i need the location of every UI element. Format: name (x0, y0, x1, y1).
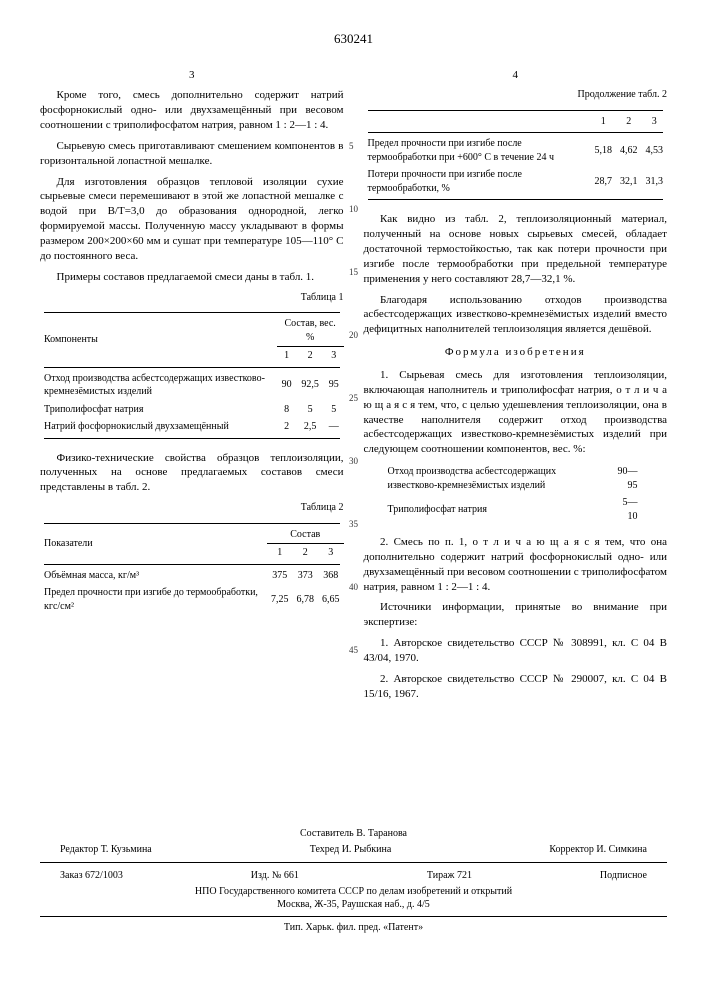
order-no: Заказ 672/1003 (60, 869, 123, 883)
print-run: Тираж 721 (427, 869, 472, 883)
source-item: 1. Авторское свидетельство СССР № 308991… (364, 636, 668, 666)
table-row: Триполифосфат натрия 8 5 5 (40, 401, 344, 419)
colophon: Составитель В. Таранова Редактор Т. Кузь… (40, 827, 667, 934)
paragraph: Сырьевую смесь приготавливают смешением … (40, 139, 344, 169)
table-2-cont: 1 2 3 Предел прочности при изгибе после … (364, 108, 668, 203)
table-row: Предел прочности при изгибе до термообра… (40, 584, 344, 615)
table-caption: Продолжение табл. 2 (364, 88, 668, 102)
table-row: Объёмная масса, кг/м³ 375 373 368 (40, 567, 344, 585)
claim: 1. Сырьевая смесь для изготовления тепло… (364, 368, 668, 457)
right-column: 4 Продолжение табл. 2 1 2 3 Предел прочн… (364, 68, 668, 708)
formula-heading: Формула изобретения (364, 345, 668, 360)
paragraph: Для изготовления образцов тепловой изоля… (40, 175, 344, 264)
claim: 2. Смесь по п. 1, о т л и ч а ю щ а я с … (364, 535, 668, 594)
paragraph: Кроме того, смесь дополнительно содержит… (40, 88, 344, 133)
table-2: Показатели Состав 1 2 3 Объёмная масса, … (40, 521, 344, 616)
source-item: 2. Авторское свидетельство СССР № 290007… (364, 672, 668, 702)
page-number-left: 3 (40, 68, 344, 83)
doc-number: 630241 (40, 30, 667, 48)
table-row: Потери прочности при изгибе после термоо… (364, 166, 668, 197)
sources-heading: Источники информации, принятые во вниман… (364, 600, 668, 630)
organisation: НПО Государственного комитета СССР по де… (40, 885, 667, 899)
table-row: Предел прочности при изгибе после термоо… (364, 135, 668, 166)
table-row: Триполифосфат натрия5—10 (384, 494, 642, 525)
left-column: 3 Кроме того, смесь дополнительно содерж… (40, 68, 344, 708)
table-1: Компоненты Состав, вес. % 1 2 3 Отход пр… (40, 310, 344, 441)
table-caption: Таблица 2 (40, 501, 344, 515)
component-ranges: Отход производства асбестсодержащих изве… (384, 463, 642, 525)
paragraph: Как видно из табл. 2, теплоизоляционный … (364, 212, 668, 286)
address: Москва, Ж-35, Раушская наб., д. 4/5 (40, 898, 667, 912)
table-row: Натрий фосфорнокислый двухзамещённый 2 2… (40, 418, 344, 436)
page-number-right: 4 (364, 68, 668, 83)
edition-no: Изд. № 661 (251, 869, 299, 883)
paragraph: Примеры составов предлагаемой смеси даны… (40, 270, 344, 285)
paragraph: Благодаря использованию отходов производ… (364, 293, 668, 338)
paragraph: Физико-технические свойства образцов теп… (40, 451, 344, 496)
compiler: Составитель В. Таранова (40, 827, 667, 841)
subscription: Подписное (600, 869, 647, 883)
editor: Редактор Т. Кузьмина (60, 843, 152, 857)
table-caption: Таблица 1 (40, 291, 344, 305)
corrector: Корректор И. Симкина (549, 843, 647, 857)
printer: Тип. Харьк. фил. пред. «Патент» (40, 921, 667, 935)
table-row: Отход производства асбестсодержащих изве… (384, 463, 642, 494)
tech-editor: Техред И. Рыбкина (310, 843, 392, 857)
table-row: Отход производства асбестсодержащих изве… (40, 370, 344, 401)
